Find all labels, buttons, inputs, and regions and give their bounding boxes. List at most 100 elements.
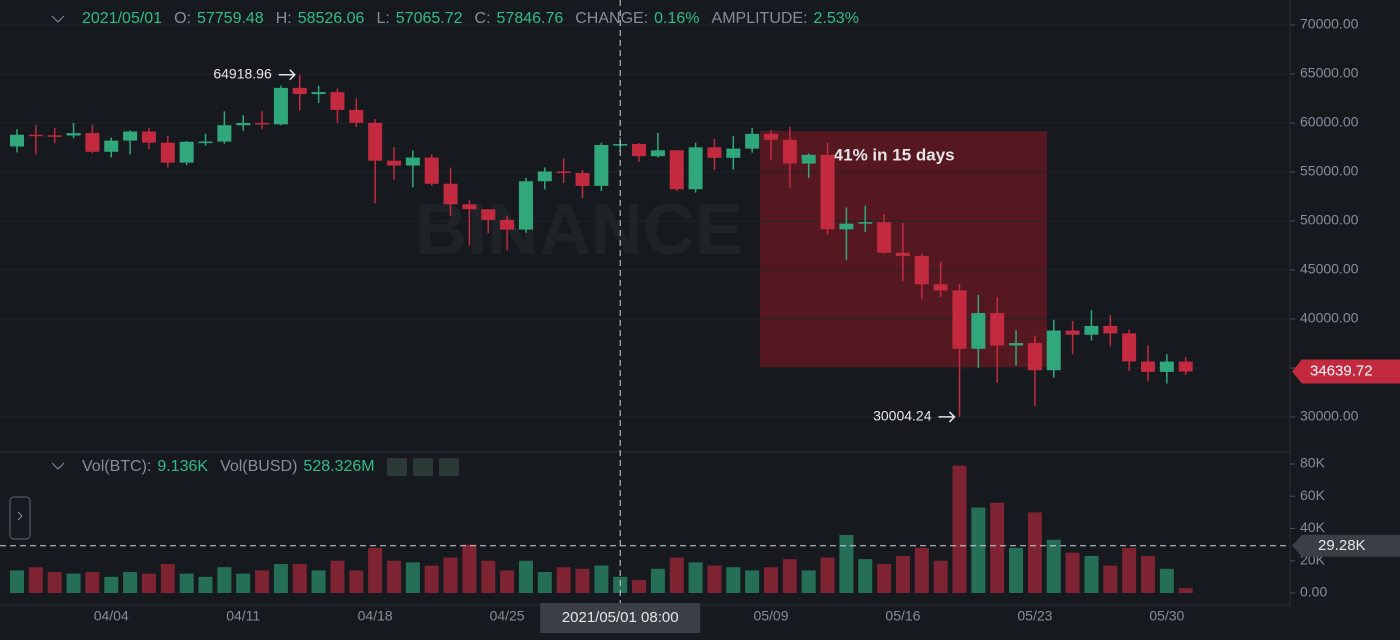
high-label: 64918.96: [213, 65, 272, 81]
eye-icon[interactable]: [386, 458, 407, 476]
candle-body: [47, 135, 62, 137]
candle-body: [1122, 333, 1137, 362]
volume-bar: [782, 559, 797, 594]
candle-body: [858, 222, 873, 224]
x-tick-label: 05/09: [753, 608, 788, 624]
value: 57759.48: [196, 10, 264, 27]
volume-bar: [669, 557, 684, 594]
value: 9.136K: [157, 458, 209, 475]
candle-body: [1103, 325, 1118, 334]
volume-bar: [104, 576, 119, 594]
volume-bar: [971, 507, 986, 594]
value: 0.16%: [654, 10, 700, 27]
y-tick-label: 30000.00: [1300, 408, 1359, 424]
label: H:: [275, 10, 292, 27]
candle-body: [160, 142, 175, 163]
candle-body: [688, 147, 703, 190]
date: 2021/05/01: [82, 10, 163, 27]
candle-body: [839, 223, 854, 230]
candle-body: [104, 140, 119, 152]
volume-bar: [537, 572, 552, 594]
candle-body: [481, 209, 496, 220]
volume-bar: [914, 547, 929, 594]
value: 57846.76: [496, 10, 564, 27]
chevron[interactable]: [51, 462, 65, 470]
y-tick-label: 60000.00: [1300, 114, 1359, 130]
settings-icon[interactable]: [412, 458, 433, 476]
volume-bar: [311, 570, 326, 594]
volume-bar: [481, 560, 496, 594]
y-tick-label: 40K: [1300, 519, 1326, 535]
candle-body: [745, 133, 760, 149]
candle-body: [462, 204, 477, 210]
volume-bar: [990, 502, 1005, 594]
volume-bar: [198, 576, 213, 594]
candle-body: [820, 154, 835, 230]
candle-body: [726, 148, 741, 158]
label: CHANGE:: [575, 10, 649, 27]
candle-body: [877, 222, 892, 253]
y-tick-label: 50000.00: [1300, 212, 1359, 228]
chevron[interactable]: [51, 15, 65, 23]
volume-bar: [387, 560, 401, 594]
label: Vol(BUSD): [220, 458, 298, 475]
label: L:: [376, 10, 390, 27]
chevron: [17, 511, 23, 521]
volume-bar: [839, 534, 854, 594]
candle-body: [198, 141, 213, 144]
candle-body: [1178, 361, 1193, 372]
candle-body: [764, 133, 778, 140]
candle-body: [217, 125, 232, 142]
candle-body: [123, 131, 138, 141]
candle-body: [292, 87, 307, 95]
volume-bar: [349, 570, 364, 594]
volume-bar: [1027, 512, 1042, 594]
candle-body: [650, 150, 665, 157]
candle-body: [1159, 361, 1174, 372]
volume-bar: [273, 563, 288, 594]
y-tick-label: 70000.00: [1300, 16, 1359, 32]
volume-bar: [933, 560, 948, 594]
y-tick-label: 55000.00: [1300, 163, 1359, 179]
close-icon[interactable]: [438, 458, 459, 476]
candle-body: [952, 290, 967, 349]
volume-bar: [1046, 539, 1061, 594]
volume-bar: [500, 570, 515, 594]
volume-bar: [650, 568, 665, 594]
candle-body: [990, 313, 1005, 346]
volume-bar: [556, 567, 571, 594]
volume-bar: [462, 544, 477, 594]
price-tag-label: 34639.72: [1310, 362, 1373, 379]
expand-button[interactable]: [9, 496, 31, 540]
candle-body: [349, 109, 364, 123]
volume-bar: [1065, 552, 1080, 594]
volume-header: Vol(BTC): 9.136K Vol(BUSD) 528.326M: [82, 458, 459, 476]
candle-body: [707, 147, 722, 158]
volume-bar: [179, 573, 194, 594]
price-tag: [1292, 359, 1400, 384]
candle-body: [594, 145, 609, 186]
crosshair-label: 2021/05/01 08:00: [562, 609, 679, 626]
candle-body: [141, 131, 156, 143]
volume-bar: [858, 559, 873, 594]
volume-bar: [236, 573, 251, 594]
label: AMPLITUDE:: [711, 10, 808, 27]
candle-body: [368, 122, 383, 161]
candle-body: [1084, 325, 1099, 335]
volume-bar: [85, 572, 100, 594]
volume-bar: [1122, 547, 1137, 594]
volume-bar: [518, 560, 533, 594]
candle-body: [255, 122, 270, 125]
candle-body: [85, 133, 100, 152]
candle-body: [801, 154, 816, 164]
annotation: -41% in 15 days: [828, 145, 955, 164]
candle-body: [179, 141, 194, 163]
candle-body: [914, 255, 929, 285]
candle-body: [311, 92, 326, 95]
candle-body: [1141, 361, 1155, 372]
candle-body: [1027, 343, 1042, 371]
volume-bar: [160, 563, 175, 594]
candle-body: [500, 219, 515, 230]
value: 2.53%: [813, 10, 859, 27]
